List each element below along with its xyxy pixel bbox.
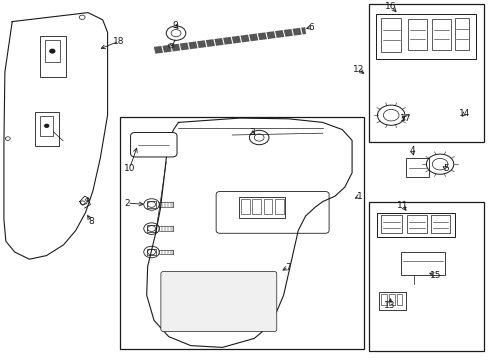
- Bar: [407, 19, 426, 50]
- FancyBboxPatch shape: [161, 271, 276, 332]
- FancyBboxPatch shape: [130, 132, 177, 157]
- Circle shape: [44, 124, 49, 127]
- Bar: [252, 199, 261, 214]
- Bar: [368, 4, 483, 142]
- Bar: [406, 215, 427, 233]
- Bar: [45, 40, 60, 62]
- Text: 16: 16: [385, 2, 396, 11]
- Bar: [375, 14, 475, 59]
- Bar: [146, 248, 156, 256]
- Bar: [238, 197, 285, 218]
- Bar: [263, 199, 272, 214]
- Text: 3: 3: [248, 128, 254, 137]
- Circle shape: [50, 49, 55, 53]
- Bar: [146, 201, 156, 208]
- Bar: [454, 18, 468, 50]
- Bar: [378, 292, 405, 310]
- Bar: [400, 252, 444, 275]
- Text: 9: 9: [172, 22, 178, 31]
- Bar: [396, 294, 402, 305]
- Bar: [40, 36, 65, 77]
- Bar: [376, 213, 454, 237]
- Bar: [120, 117, 364, 349]
- Text: 13: 13: [383, 301, 395, 310]
- Text: 7: 7: [285, 263, 291, 271]
- Text: 18: 18: [113, 37, 124, 46]
- Bar: [405, 158, 428, 177]
- Text: 6: 6: [308, 22, 314, 31]
- Bar: [381, 18, 400, 52]
- Text: 12: 12: [352, 65, 364, 74]
- Bar: [146, 225, 156, 232]
- Text: 4: 4: [408, 146, 414, 155]
- Text: 8: 8: [88, 217, 94, 226]
- Bar: [388, 294, 394, 305]
- Text: 11: 11: [396, 201, 407, 210]
- Text: 5: 5: [442, 164, 448, 173]
- Text: 17: 17: [399, 113, 411, 122]
- Bar: [368, 202, 483, 351]
- Bar: [381, 215, 401, 233]
- Bar: [381, 294, 386, 305]
- Text: 10: 10: [123, 164, 135, 173]
- Bar: [35, 112, 59, 146]
- Bar: [241, 199, 249, 214]
- Bar: [431, 19, 450, 50]
- Bar: [40, 116, 53, 136]
- Bar: [274, 199, 283, 214]
- Text: 14: 14: [458, 109, 469, 118]
- Text: 1: 1: [356, 192, 362, 201]
- Text: 15: 15: [428, 271, 440, 280]
- Bar: [430, 215, 449, 233]
- Text: 2: 2: [124, 198, 130, 207]
